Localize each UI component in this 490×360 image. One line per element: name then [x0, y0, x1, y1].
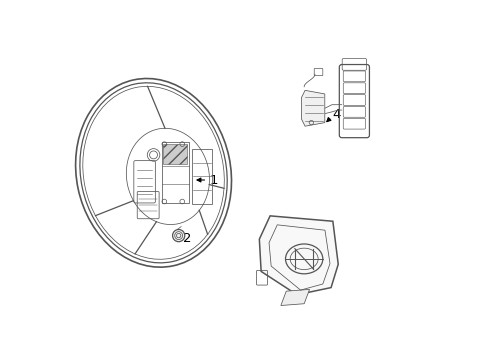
Polygon shape — [301, 90, 325, 126]
Text: 4: 4 — [333, 108, 341, 121]
Text: 3: 3 — [327, 245, 336, 258]
Bar — [162, 142, 189, 203]
Polygon shape — [281, 289, 310, 306]
Ellipse shape — [172, 229, 185, 242]
Text: 2: 2 — [183, 232, 192, 245]
Bar — [164, 144, 187, 164]
Bar — [192, 149, 212, 204]
Text: 1: 1 — [209, 174, 218, 186]
Polygon shape — [259, 216, 338, 295]
